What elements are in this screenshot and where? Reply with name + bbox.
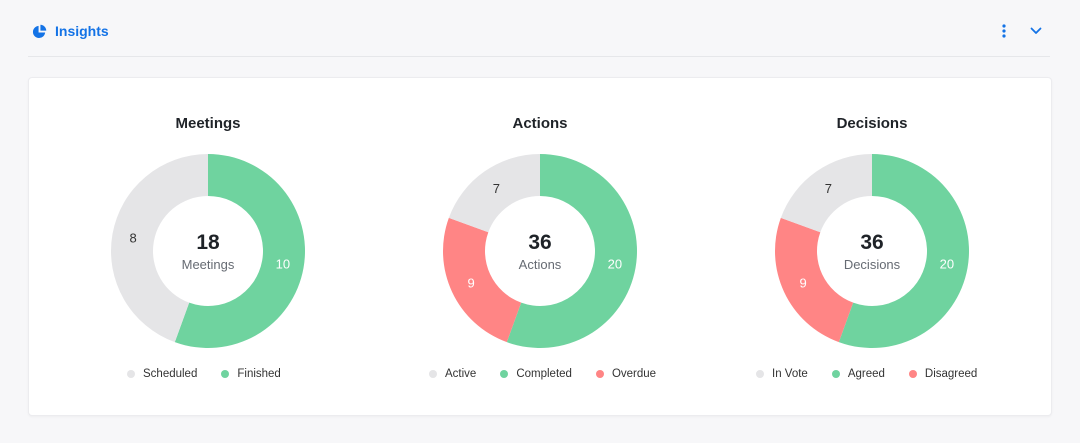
insights-title-group[interactable]: Insights (32, 21, 109, 41)
legend-label: In Vote (772, 368, 808, 380)
legend-label: Finished (237, 368, 281, 380)
slice-disagreed[interactable] (775, 217, 854, 343)
insights-header: Insights (28, 0, 1050, 57)
legend-item-completed[interactable]: Completed (500, 368, 572, 380)
actions-center-label: Actions (518, 257, 562, 272)
actions-chart-title: Actions (512, 115, 568, 132)
decisions-total: 36 (860, 231, 884, 254)
legend-dot (908, 370, 917, 378)
slice-overdue[interactable] (443, 217, 522, 343)
data-label-scheduled: 8 (130, 230, 137, 245)
decisions-legend: In Vote Agreed Disagreed (756, 368, 977, 380)
legend-dot (500, 370, 509, 378)
data-label-in-vote: 7 (825, 181, 832, 196)
meetings-total: 18 (196, 231, 220, 254)
legend-dot (221, 370, 230, 378)
data-label-active: 7 (493, 181, 500, 196)
legend-item-overdue[interactable]: Overdue (595, 368, 657, 380)
legend-label: Disagreed (924, 368, 978, 380)
more-options-button[interactable] (994, 21, 1014, 41)
slice-agreed[interactable] (838, 154, 970, 348)
decisions-chart-title: Decisions (836, 115, 908, 132)
meetings-chart-title: Meetings (175, 115, 241, 132)
more-vertical-icon (1002, 24, 1006, 38)
slice-scheduled[interactable] (111, 154, 208, 343)
legend-label: Agreed (847, 368, 885, 380)
slice-completed[interactable] (506, 154, 638, 348)
legend-label: Active (445, 368, 477, 380)
legend-label: Scheduled (143, 368, 198, 380)
meetings-donut-chart: 10 8 (111, 154, 306, 348)
actions-total: 36 (528, 231, 552, 254)
legend-dot (429, 370, 437, 378)
data-label-completed: 20 (608, 257, 622, 272)
pie-chart-icon (32, 24, 47, 39)
legend-dot (831, 370, 840, 378)
slice-active[interactable] (448, 153, 540, 233)
legend-label: Overdue (611, 368, 657, 380)
insights-card: Meetings 10 8 18 Meetings Scheduled Finis… (28, 77, 1052, 416)
chevron-down-icon (1030, 27, 1042, 35)
actions-legend: Active Completed Overdue (429, 368, 656, 380)
legend-dot (756, 370, 764, 378)
decisions-center-label: Decisions (843, 257, 901, 272)
meetings-legend: Scheduled Finished (127, 368, 281, 380)
meetings-center-label: Meetings (181, 257, 235, 272)
legend-item-agreed[interactable]: Agreed (831, 368, 885, 380)
slice-finished[interactable] (174, 154, 306, 348)
legend-item-scheduled[interactable]: Scheduled (127, 368, 197, 380)
collapse-button[interactable] (1026, 21, 1046, 41)
data-label-finished: 10 (276, 257, 290, 272)
legend-item-in-vote[interactable]: In Vote (756, 368, 808, 380)
legend-label: Completed (516, 368, 572, 380)
legend-dot (127, 370, 135, 378)
legend-item-active[interactable]: Active (429, 368, 476, 380)
legend-dot (595, 370, 604, 378)
data-label-overdue: 9 (468, 276, 475, 291)
insights-title: Insights (55, 23, 109, 39)
legend-item-disagreed[interactable]: Disagreed (908, 368, 978, 380)
slice-in-vote[interactable] (780, 153, 872, 233)
data-label-disagreed: 9 (800, 276, 807, 291)
data-label-agreed: 20 (940, 257, 954, 272)
legend-item-finished[interactable]: Finished (221, 368, 281, 380)
